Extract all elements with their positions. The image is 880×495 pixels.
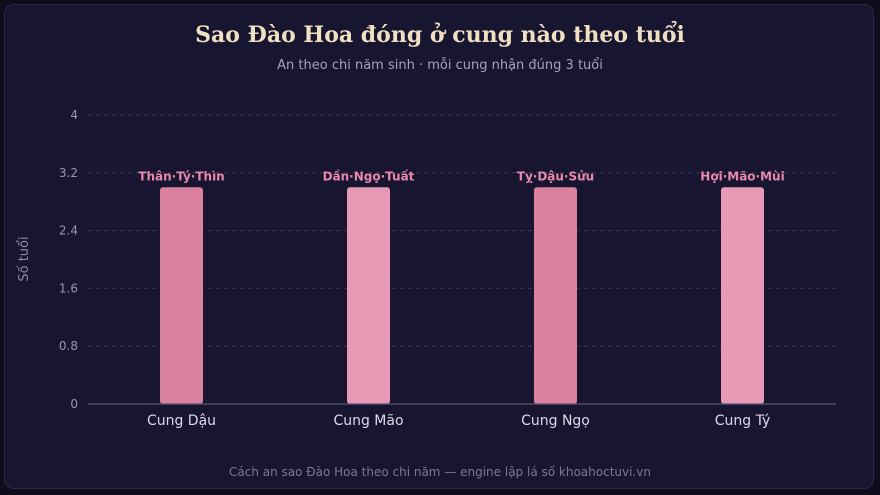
bar: [721, 187, 764, 404]
y-axis-label: Số tuổi: [17, 236, 32, 281]
y-tick-label: 1.6: [59, 281, 78, 295]
data-label: Thân·Tý·Thìn: [138, 169, 224, 183]
data-label: Dần·Ngọ·Tuất: [323, 169, 415, 183]
y-tick-label: 3.2: [59, 166, 78, 180]
data-labels: Thân·Tý·Thìn Dần·Ngọ·Tuất Tỵ·Dậu·Sửu Hợi·Mã…: [138, 169, 784, 183]
bar: [160, 187, 203, 404]
bars: [160, 187, 764, 404]
y-tick-label: 0: [70, 397, 78, 411]
chart-title: Sao Đào Hoa đóng ở cung nào theo tuổi: [195, 22, 685, 48]
y-tick-label: 4: [70, 108, 78, 122]
y-tick-label: 0.8: [59, 339, 78, 353]
y-tick-labels: 0 0.8 1.6 2.4 3.2 4: [59, 108, 78, 411]
x-tick-label: Cung Tý: [715, 413, 771, 429]
footer-caption: Cách an sao Đào Hoa theo chi năm — engin…: [229, 465, 651, 479]
x-tick-label: Cung Dậu: [147, 413, 216, 429]
chart-subtitle: An theo chi năm sinh · mỗi cung nhận đún…: [277, 58, 603, 73]
x-tick-label: Cung Ngọ: [521, 413, 590, 429]
data-label: Hợi·Mão·Mùi: [700, 169, 784, 183]
x-tick-label: Cung Mão: [333, 413, 403, 429]
data-label: Tỵ·Dậu·Sửu: [517, 169, 594, 183]
x-tick-labels: Cung Dậu Cung Mão Cung Ngọ Cung Tý: [147, 413, 770, 429]
y-tick-label: 2.4: [59, 224, 78, 238]
bar: [534, 187, 577, 404]
bar: [347, 187, 390, 404]
